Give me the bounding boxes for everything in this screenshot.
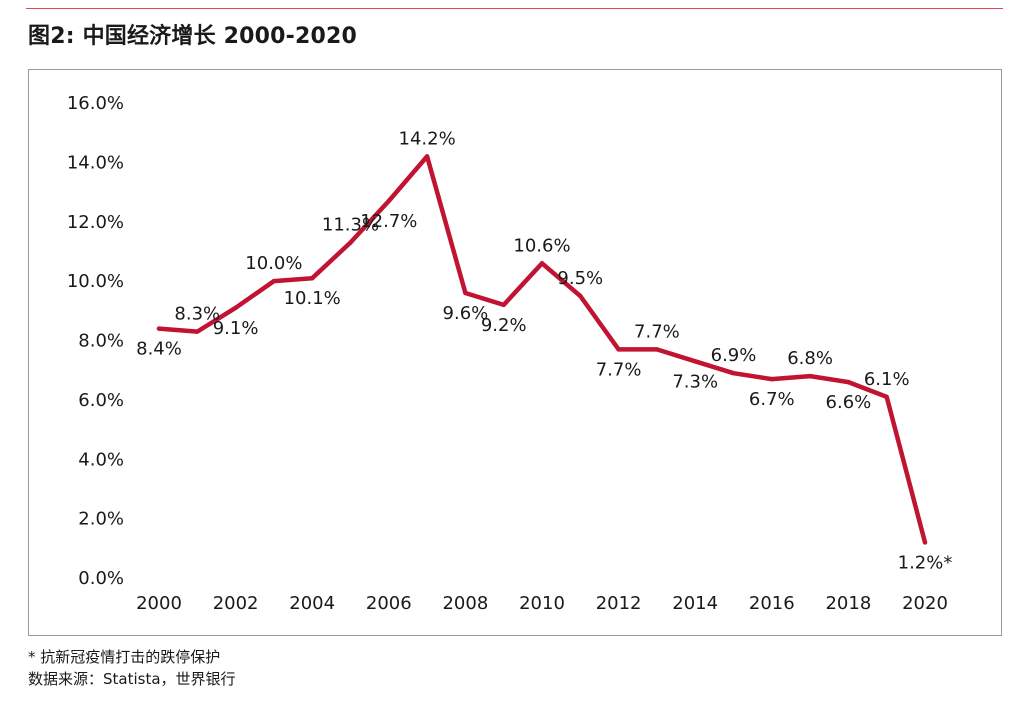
- x-tick-label: 2010: [519, 593, 565, 614]
- data-label: 10.6%: [513, 235, 570, 256]
- data-label: 6.8%: [787, 348, 833, 369]
- y-tick-label: 8.0%: [78, 331, 124, 352]
- data-point: [348, 240, 353, 245]
- data-label: 14.2%: [399, 128, 456, 149]
- x-tick-label: 2018: [825, 593, 871, 614]
- x-tick-label: 2014: [672, 593, 718, 614]
- data-label: 7.7%: [596, 359, 642, 380]
- data-point: [846, 379, 851, 385]
- x-tick-label: 2000: [136, 593, 182, 614]
- data-point: [731, 370, 736, 376]
- data-point: [156, 326, 162, 331]
- data-label: 9.2%: [481, 315, 527, 336]
- y-tick-label: 14.0%: [67, 152, 124, 173]
- data-point: [463, 290, 468, 296]
- y-tick-label: 2.0%: [78, 509, 124, 530]
- footnote-block: * 抗新冠疫情打击的跌停保护 数据来源：Statista，世界银行: [28, 646, 236, 690]
- x-tick-label: 2016: [749, 593, 795, 614]
- data-point: [233, 305, 238, 311]
- top-rule: [26, 8, 1003, 9]
- y-tick-label: 10.0%: [67, 271, 124, 292]
- data-point: [271, 278, 277, 284]
- y-tick-label: 4.0%: [78, 449, 124, 470]
- data-point: [501, 302, 506, 308]
- data-label: 7.7%: [634, 321, 680, 342]
- data-label: 10.1%: [284, 288, 341, 309]
- data-point: [769, 376, 774, 382]
- data-label: 6.9%: [711, 345, 757, 366]
- data-point: [539, 261, 545, 266]
- x-tick-label: 2020: [902, 593, 948, 614]
- data-label: 9.6%: [443, 303, 489, 324]
- x-tick-label: 2004: [289, 593, 335, 614]
- data-label: 6.6%: [826, 392, 872, 413]
- data-point: [386, 198, 391, 204]
- y-tick-label: 12.0%: [67, 212, 124, 233]
- y-tick-label: 0.0%: [78, 568, 124, 589]
- data-label: 8.4%: [136, 339, 182, 360]
- data-label: 12.7%: [360, 211, 417, 232]
- y-tick-label: 16.0%: [67, 93, 124, 114]
- data-point: [884, 394, 889, 400]
- x-tick-label: 2002: [213, 593, 259, 614]
- footnote-source: 数据来源：Statista，世界银行: [28, 670, 236, 688]
- data-point: [693, 359, 698, 364]
- data-point: [922, 540, 928, 545]
- data-point: [195, 329, 200, 334]
- data-point: [616, 347, 621, 352]
- data-label: 8.3%: [174, 304, 220, 325]
- data-label: 9.1%: [213, 318, 259, 339]
- y-tick-label: 6.0%: [78, 390, 124, 411]
- data-label: 6.1%: [864, 369, 910, 390]
- line-chart: 0.0% 2.0% 4.0% 6.0% 8.0% 10.0% 12.0% 14.0% 16.0%…: [67, 93, 953, 614]
- data-label: 1.2%*: [898, 552, 953, 573]
- data-label: 6.7%: [749, 389, 795, 410]
- data-point: [807, 373, 813, 379]
- x-tick-label: 2008: [442, 593, 488, 614]
- x-tick-label: 2006: [366, 593, 412, 614]
- data-label: 11.3%: [322, 215, 379, 236]
- data-label: 9.5%: [557, 268, 603, 289]
- chart-frame: 0.0% 2.0% 4.0% 6.0% 8.0% 10.0% 12.0% 14.0% 16.0%…: [28, 69, 1002, 636]
- data-point: [310, 275, 315, 281]
- data-label: 7.3%: [672, 371, 718, 392]
- x-tick-label: 2012: [596, 593, 642, 614]
- footnote-note: * 抗新冠疫情打击的跌停保护: [28, 648, 221, 666]
- data-point: [578, 293, 583, 299]
- figure-title: 图2: 中国经济增长 2000-2020: [28, 24, 358, 49]
- data-point: [424, 154, 430, 159]
- data-label: 10.0%: [245, 253, 302, 274]
- data-point: [654, 347, 660, 352]
